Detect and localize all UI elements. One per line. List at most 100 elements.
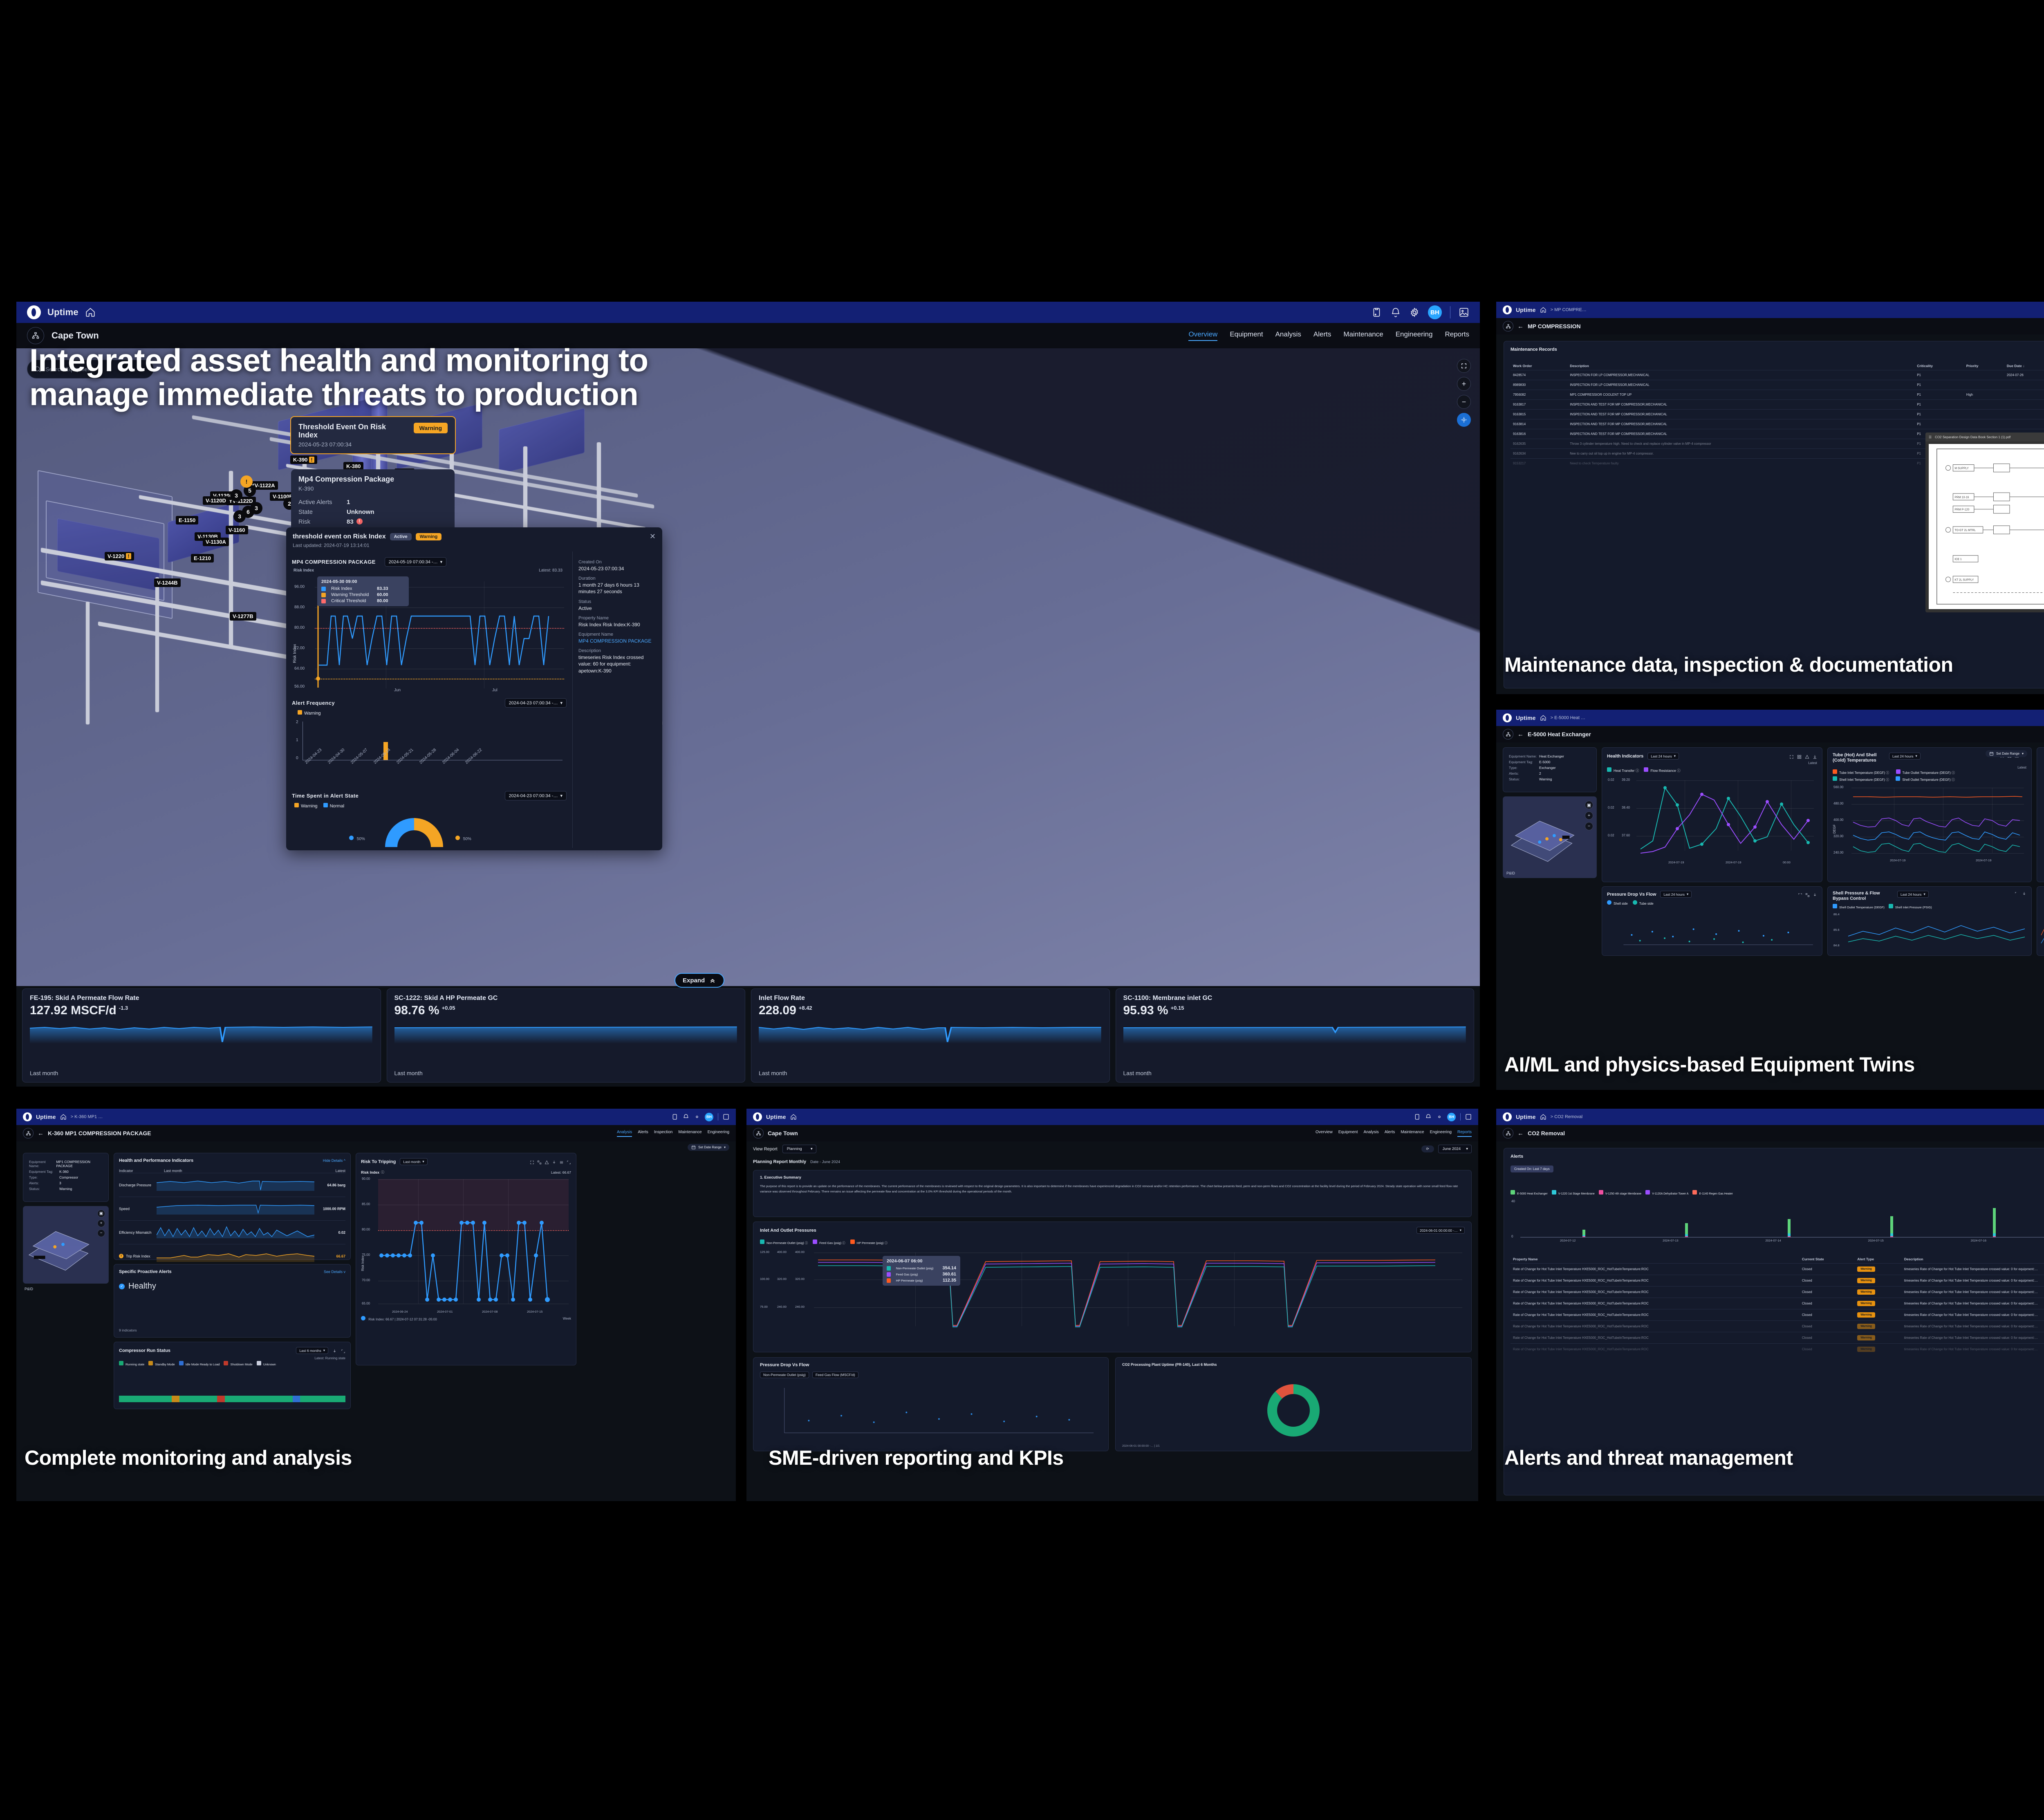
pressure-range-select[interactable]: Last 24 hours ▾ [1660,891,1692,898]
set-date-range-button[interactable]: Set Date Range ▾ [688,1144,729,1151]
popover-equipment-summary[interactable]: Mp4 Compression Package K-390 Active Ale… [291,469,455,531]
equipment-3d-card[interactable]: ▣ + − P&ID [1503,796,1597,878]
image-panel-icon[interactable] [1465,1114,1472,1120]
table-row[interactable]: 9163814 INSPECTION AND TEST FOR MP COMPRE… [1511,419,2044,429]
table-row[interactable]: Rate of Change for Hot Tube Inlet Temper… [1511,1309,2044,1321]
equipment-tag[interactable]: E-1150 [176,516,199,524]
focus-icon[interactable] [530,1159,534,1164]
warning-bubble[interactable]: ! [240,475,253,488]
mon-zoom-in-button[interactable]: + [97,1219,105,1227]
clipboard-add-icon[interactable] [1414,1114,1421,1120]
back-icon[interactable]: ← [1517,323,1524,330]
expand-button[interactable]: Expand [675,973,725,988]
table-row[interactable]: 8989830 INSPECTION FOR LP COMPRESSOR,MECH… [1511,380,2044,390]
alert-bar[interactable] [1582,1199,1585,1237]
viewer-zoom-in-button[interactable]: + [1457,377,1471,391]
gear-icon[interactable] [1409,307,1420,318]
tab-maintenance[interactable]: Maintenance [678,1130,702,1134]
dropflow-chip[interactable]: Non-Permeate Outlet (psig) [760,1372,809,1378]
bell-icon[interactable] [1390,307,1401,318]
equipment-3d-card[interactable]: ▣ + − [23,1206,109,1284]
home-icon[interactable] [60,1114,67,1120]
bell-icon[interactable] [1425,1114,1432,1120]
alert-frequency-range-select[interactable]: 2024-04-23 07:00:34 -… ▾ [504,698,567,708]
asset-tree-icon[interactable] [753,1128,764,1139]
dropflow-chip[interactable]: Feed Gas Flow (MSCF/d) [812,1372,858,1378]
equipment-tag[interactable]: E-1210 [191,554,214,563]
asset-tree-icon[interactable] [23,1128,34,1139]
equipment-tag[interactable]: V-1130A [203,538,229,546]
popover-threshold-event[interactable]: Threshold Event On Risk Index 2024-05-23… [290,416,456,455]
equipment-tag[interactable]: V-1244B [154,578,181,587]
download-icon[interactable] [332,1348,337,1353]
temps-latest-label[interactable]: Latest [2017,766,2026,770]
gear-icon[interactable] [1436,1114,1443,1120]
filter-chip[interactable]: Created On: Last 7 days [1511,1166,1553,1172]
kpi-card[interactable]: SC-1222: Skid A HP Permeate GC 98.76 % +0… [386,988,745,1083]
pdf-viewer-window[interactable]: ☰ CO2 Separation Design Data Book Sectio… [1925,433,2044,612]
tab-engineering[interactable]: Engineering [1430,1130,1452,1134]
breadcrumb[interactable]: > MP COMPRE… [1550,307,1587,312]
tab-reports[interactable]: Reports [1457,1130,1472,1137]
gear-icon[interactable] [694,1114,700,1120]
indicator-row[interactable]: Discharge Pressure 64.86 barg [119,1173,345,1197]
time-spent-range-select[interactable]: 2024-04-23 07:00:34 -… ▾ [504,791,567,800]
indicator-row[interactable]: ! Trip Risk Index 66.67 [119,1244,345,1268]
column-header[interactable]: Alert Type [1857,1257,1874,1261]
column-header[interactable]: Property Name [1513,1257,1538,1261]
grid-icon[interactable] [1797,754,1802,759]
twin-snapshot-icon[interactable]: ▣ [1585,801,1593,809]
download-icon[interactable] [1813,892,1817,897]
home-icon[interactable] [1540,307,1546,313]
bell-icon[interactable] [683,1114,689,1120]
table-row[interactable]: Rate of Change for Hot Tube Inlet Temper… [1511,1275,2044,1287]
set-date-range-button[interactable]: Set Date Range ▾ [1986,750,2027,757]
home-icon[interactable] [1540,1114,1546,1120]
back-icon[interactable]: ← [1517,1130,1524,1137]
tab-alerts[interactable]: Alerts [1384,1130,1395,1134]
equipment-tag[interactable]: V-1160 [226,526,248,534]
kpi-card[interactable]: Inlet Flow Rate 228.09 +8.42 Last month [751,988,1110,1083]
tab-inspection[interactable]: Inspection [654,1130,673,1134]
kpi-card[interactable]: SC-1100: Membrane inlet GC 95.93 % +0.15 … [1115,988,1474,1083]
alert-triangle-icon[interactable] [545,1159,549,1164]
mon-zoom-out-button[interactable]: − [97,1229,105,1237]
table-row[interactable]: Rate of Change for Hot Tube Inlet Temper… [1511,1320,2044,1332]
bypass-range-select[interactable]: Last 24 hours ▾ [1897,891,1929,898]
info-icon[interactable]: ⓘ [381,1170,385,1174]
tab-equipment[interactable]: Equipment [1230,330,1263,338]
alert-count-bubble[interactable]: 3 [233,510,246,522]
month-select[interactable]: June 2024 ▾ [1438,1145,1472,1153]
focus-icon[interactable] [1789,754,1794,759]
column-header[interactable]: Priority [1966,364,1979,368]
temps-range-select[interactable]: Last 24 hours ▾ [1889,753,1921,760]
three-d-viewer[interactable]: Search Equipment K-390!K-380K-370YV-1122… [16,348,1480,988]
tab-analysis[interactable]: Analysis [616,1130,632,1137]
clipboard-add-icon[interactable] [1372,307,1382,318]
breadcrumb[interactable]: > E-5000 Heat … [1550,715,1585,720]
focus-icon[interactable] [1798,892,1802,897]
alert-bar[interactable] [1993,1199,1996,1237]
column-header[interactable]: Criticality [1917,364,1933,368]
tab-maintenance[interactable]: Maintenance [1401,1130,1424,1134]
asset-tree-icon[interactable] [1503,729,1513,740]
avatar[interactable]: BH [705,1112,713,1121]
download-icon[interactable] [2022,891,2026,895]
equipment-tag[interactable]: K-390! [290,455,317,464]
meta-equipment-link[interactable]: MP4 COMPRESSION PACKAGE [578,638,652,644]
avatar[interactable]: BH [1428,305,1442,319]
home-icon[interactable] [1540,715,1546,721]
tab-engineering[interactable]: Engineering [1395,330,1433,338]
focus-icon[interactable] [2015,891,2019,895]
risk-range-select[interactable]: Last month ▾ [400,1158,428,1165]
tab-maintenance[interactable]: Maintenance [1343,330,1383,338]
equipment-tag[interactable]: V-1220! [105,552,134,560]
tab-analysis[interactable]: Analysis [1275,330,1301,338]
image-panel-icon[interactable] [1459,307,1469,318]
tab-reports[interactable]: Reports [1445,330,1469,338]
equipment-tag[interactable]: YV-1122A [248,481,278,490]
breadcrumb[interactable]: > K-360 MP1 … [70,1114,103,1119]
alert-bar[interactable] [1685,1199,1688,1237]
table-row[interactable]: 9163817 INSPECTION AND TEST FOR MP COMPRE… [1511,399,2044,410]
view-report-select[interactable]: Planning ▾ [782,1145,816,1153]
